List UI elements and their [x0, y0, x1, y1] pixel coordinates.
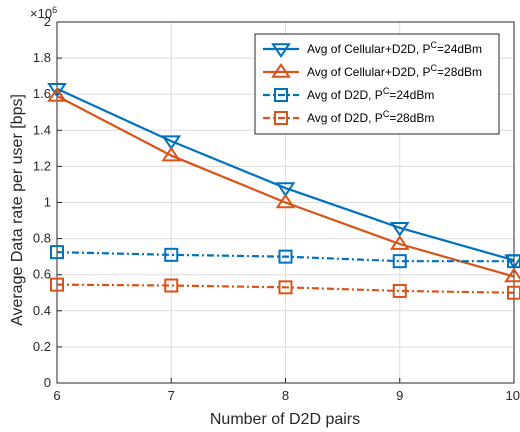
x-tick-label: 8 [282, 388, 289, 403]
data-point [507, 285, 520, 300]
series-3 [50, 245, 520, 269]
series-line [56, 87, 515, 262]
legend-label-superscript: C [383, 86, 390, 96]
y-multiplier-base: ×10 [30, 6, 52, 21]
legend-label: Avg of D2D, PC=24dBm [307, 86, 434, 102]
data-point [507, 254, 520, 269]
data-point [278, 280, 293, 295]
data-point [278, 249, 293, 264]
legend-label-superscript: C [431, 63, 438, 73]
legend-marker [274, 111, 288, 125]
y-tick-label: 0.4 [33, 303, 51, 318]
y-axis-title: Average Data rate per user [bps] [9, 94, 26, 326]
data-point [47, 87, 67, 102]
legend-label-suffix: =28dBm [437, 65, 482, 79]
x-tick-label: 9 [396, 388, 403, 403]
y-tick-label: 1.8 [33, 50, 51, 65]
series-line [56, 283, 515, 294]
data-point [392, 283, 407, 298]
y-tick-label: 0.2 [33, 339, 51, 354]
legend-label: Avg of Cellular+D2D, PC=28dBm [307, 63, 482, 79]
legend-item: Avg of Cellular+D2D, PC=28dBm [263, 62, 482, 79]
legend-marker [271, 43, 291, 59]
y-tick-label: 0.6 [33, 267, 51, 282]
legend-label-suffix: =24dBm [389, 88, 434, 102]
data-point [389, 235, 410, 250]
x-axis-title: Number of D2D pairs [210, 411, 360, 428]
data-series [47, 82, 520, 300]
y-tick-label: 0.8 [33, 231, 51, 246]
data-point [164, 278, 179, 293]
y-tick-label: 1.2 [33, 158, 51, 173]
legend-label: Avg of D2D, PC=28dBm [307, 109, 434, 125]
legend-label-text: Avg of D2D, P [307, 111, 383, 125]
legend-label-superscript: C [431, 40, 438, 50]
data-point [47, 82, 67, 98]
legend-item: Avg of Cellular+D2D, PC=24dBm [263, 40, 482, 59]
data-point [275, 182, 296, 198]
data-point [161, 146, 182, 162]
data-point [504, 267, 520, 283]
legend-label: Avg of Cellular+D2D, PC=24dBm [307, 40, 482, 56]
series-4 [50, 277, 520, 300]
data-point [164, 247, 179, 262]
legend-marker [274, 88, 288, 102]
legend-marker [271, 62, 291, 78]
y-tick-label: 0 [44, 375, 51, 390]
legend-label-suffix: =24dBm [437, 42, 482, 56]
y-multiplier: ×106 [30, 5, 57, 21]
x-tick-label: 7 [168, 388, 175, 403]
y-tick-label: 1 [44, 195, 51, 210]
legend-label-superscript: C [383, 109, 390, 119]
legend-label-text: Avg of Cellular+D2D, P [307, 65, 431, 79]
data-point [389, 221, 410, 237]
legend-item: Avg of D2D, PC=28dBm [263, 109, 434, 125]
data-point [50, 245, 64, 260]
data-point [392, 254, 407, 269]
data-point [275, 193, 296, 209]
y-tick-label: 1.6 [33, 86, 51, 101]
series-2 [47, 87, 520, 283]
y-tick-label: 2 [44, 14, 51, 29]
data-point [50, 277, 64, 292]
y-tick-label: 1.4 [33, 122, 51, 137]
legend-label-text: Avg of Cellular+D2D, P [307, 42, 431, 56]
axis-ticks: 0 0.2 0.4 0.6 0.8 1 1.2 1.4 1.6 1.8 2 6 7 8 9 10 [33, 14, 520, 403]
x-tick-label: 10 [506, 388, 520, 403]
y-multiplier-exponent: 6 [52, 5, 57, 15]
legend-label-text: Avg of D2D, P [307, 88, 383, 102]
x-tick-label: 6 [53, 388, 60, 403]
series-line [56, 95, 515, 278]
series-line [56, 251, 514, 263]
legend-label-suffix: =28dBm [389, 111, 434, 125]
legend-item: Avg of D2D, PC=24dBm [263, 86, 434, 102]
data-point [161, 135, 182, 151]
